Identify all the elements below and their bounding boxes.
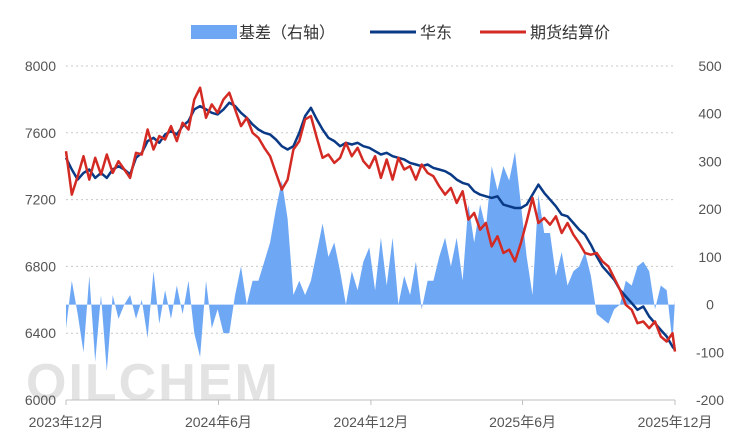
legend-basis-swatch	[191, 25, 237, 39]
legend[interactable]: 基差（右轴） 华东 期货结算价	[191, 23, 610, 42]
left-axis-tick-label: 6000	[25, 392, 56, 408]
watermark: OILCHEM	[26, 354, 280, 412]
basis-area	[66, 151, 675, 372]
left-axis-tick-label: 6800	[25, 258, 56, 274]
x-axis-tick-label: 2025年6月	[489, 414, 556, 430]
right-axis-tick-label: -100	[696, 344, 724, 360]
left-axis-tick-label: 7600	[25, 125, 56, 141]
futures-settlement-line	[64, 86, 677, 352]
legend-basis-label: 基差（右轴）	[239, 23, 335, 42]
right-axis-tick-label: -200	[696, 392, 724, 408]
legend-item-basis[interactable]: 基差（右轴）	[191, 23, 335, 42]
right-axis-tick-label: 300	[698, 153, 722, 169]
x-axis-tick-label: 2024年6月	[185, 414, 252, 430]
left-axis-tick-label: 8000	[25, 58, 56, 74]
legend-east-china-label: 华东	[420, 23, 452, 42]
price-lines-layer	[64, 86, 677, 352]
legend-item-futures[interactable]: 期货结算价	[480, 23, 610, 42]
x-axis-tick-label: 2024年12月	[334, 414, 409, 430]
x-axis-tick-label: 2025年12月	[638, 414, 713, 430]
basis-area-layer	[66, 151, 675, 372]
right-axis-tick-label: 500	[698, 58, 722, 74]
right-axis-tick-label: 400	[698, 106, 722, 122]
axes: 6000 6400 6800 7200 7600 8000 -200 -100 0 100 200 3…	[25, 58, 724, 430]
legend-futures-label: 期货结算价	[530, 23, 610, 42]
right-axis-tick-label: 100	[698, 249, 722, 265]
right-axis-tick-label: 200	[698, 201, 722, 217]
x-axis-tick-label: 2023年12月	[29, 414, 104, 430]
right-axis-tick-label: 0	[706, 297, 714, 313]
left-axis-tick-label: 7200	[25, 192, 56, 208]
left-axis-tick-label: 6400	[25, 325, 56, 341]
legend-item-east-china[interactable]: 华东	[370, 23, 452, 42]
